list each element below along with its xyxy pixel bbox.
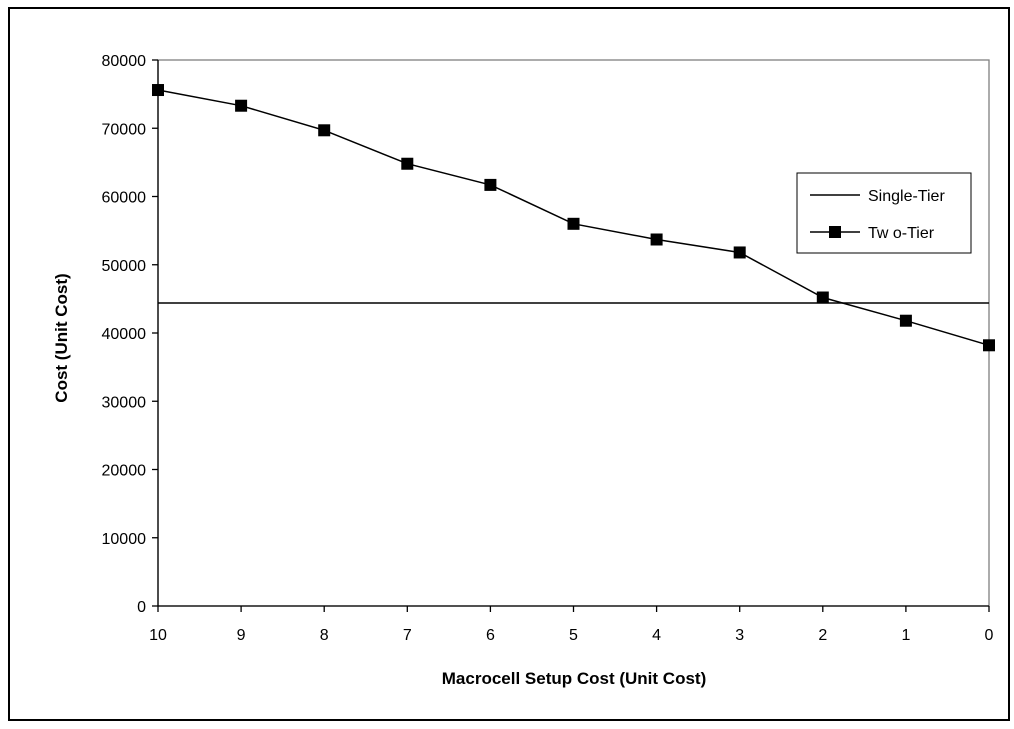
data-point-tw-o-tier [816,291,829,304]
x-tick-label: 1 [901,627,910,644]
y-tick-label: 10000 [102,531,147,548]
data-point-tw-o-tier [152,84,164,97]
x-tick-label: 5 [569,627,578,644]
plot-area [157,59,990,607]
legend-label-single-tier: Single-Tier [868,188,945,205]
data-point-tw-o-tier [318,124,331,137]
y-tick-label: 50000 [102,258,147,275]
x-tick-label: 6 [486,627,495,644]
series-layer [152,84,995,352]
data-point-tw-o-tier [650,233,663,246]
legend-marker-two-tier [829,226,841,238]
y-axis-title: Cost (Unit Cost) [52,273,71,402]
y-tick-label: 0 [137,599,146,616]
data-point-tw-o-tier [567,217,580,230]
data-point-tw-o-tier [401,157,414,170]
x-axis-ticks: 10 9 8 7 6 5 4 3 2 1 0 [149,606,994,644]
y-tick-label: 30000 [102,394,147,411]
x-tick-label: 9 [237,627,246,644]
legend-box [796,172,972,254]
x-tick-label: 0 [985,627,994,644]
legend-label-two-tier: Tw o-Tier [868,225,935,242]
y-tick-label: 80000 [102,53,147,70]
data-point-tw-o-tier [899,314,912,327]
data-point-tw-o-tier [983,339,995,352]
x-tick-label: 7 [403,627,412,644]
y-tick-label: 60000 [102,190,147,207]
y-tick-label: 40000 [102,326,147,343]
x-tick-label: 8 [320,627,329,644]
x-tick-label: 3 [735,627,744,644]
y-tick-label: 20000 [102,463,147,480]
y-tick-label: 70000 [102,121,147,138]
x-tick-label: 4 [652,627,661,644]
x-tick-label: 10 [149,627,167,644]
data-point-tw-o-tier [484,178,497,191]
y-axis-ticks: 0 10000 20000 30000 40000 50000 60000 70000 8000… [102,53,158,616]
data-point-tw-o-tier [733,246,746,259]
x-tick-label: 2 [818,627,827,644]
data-point-tw-o-tier [235,99,248,112]
legend: Single-Tier Tw o-Tier [796,172,972,254]
x-axis-title: Macrocell Setup Cost (Unit Cost) [442,669,706,688]
